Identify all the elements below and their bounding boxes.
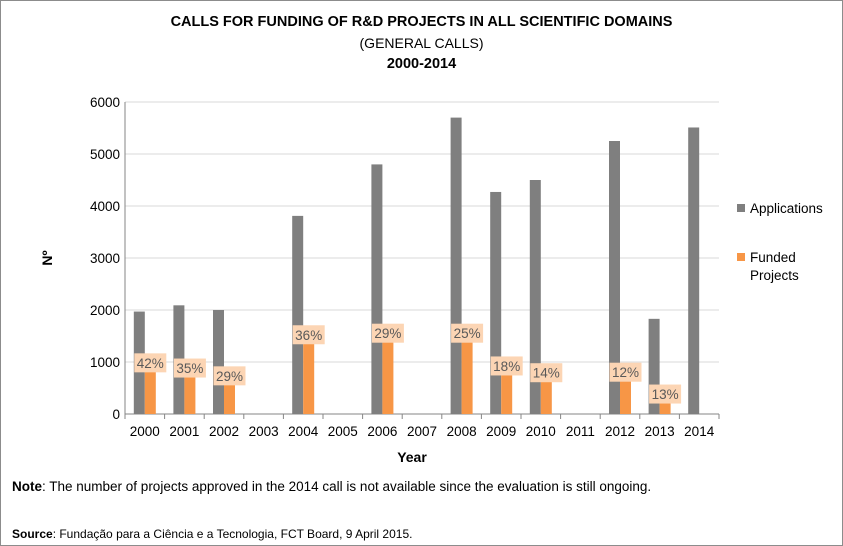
data-label: 35% — [176, 361, 203, 376]
legend-swatch-applications — [737, 204, 745, 212]
bar-applications — [529, 180, 541, 414]
data-label-box — [371, 323, 404, 343]
x-tick-label: 2008 — [447, 424, 477, 439]
data-label-box — [292, 325, 325, 345]
x-tick-label: 2010 — [526, 424, 556, 439]
bar-funded-projects — [303, 342, 315, 414]
bar-funded-projects — [144, 370, 156, 414]
chart-title: CALLS FOR FUNDING OF R&D PROJECTS IN ALL… — [170, 14, 673, 30]
legend-swatch-funded-projects — [737, 253, 745, 261]
note-body: : The number of projects approved in the… — [42, 479, 652, 494]
bar-funded-projects — [184, 376, 196, 414]
bar-applications — [490, 191, 502, 414]
x-tick-label: 2001 — [169, 424, 199, 439]
data-label-box — [134, 353, 167, 373]
x-axis-title: Year — [397, 449, 427, 465]
data-label-box — [490, 356, 523, 376]
bar-funded-projects — [224, 383, 235, 414]
x-tick-label: 2000 — [130, 424, 160, 439]
y-tick-label: 6000 — [90, 95, 120, 110]
data-label-box — [173, 358, 206, 378]
y-tick-label: 2000 — [90, 303, 120, 318]
y-tick-label: 1000 — [90, 355, 120, 370]
source-label: Source — [12, 527, 53, 541]
legend-label-funded-projects-line1: Funded — [750, 250, 796, 265]
legend-label-applications: Applications — [750, 201, 823, 216]
data-label-box — [609, 362, 642, 382]
data-label: 12% — [612, 365, 639, 380]
source-body: : Fundação para a Ciência e a Tecnologia… — [52, 527, 413, 541]
bar-funded-projects — [659, 402, 671, 414]
data-label: 13% — [652, 387, 679, 402]
chart-period: 2000-2014 — [386, 56, 457, 72]
chart-subtitle: (GENERAL CALLS) — [359, 35, 484, 51]
data-label: 29% — [216, 369, 243, 384]
source-text: Source: Fundação para a Ciência e a Tecn… — [12, 527, 412, 541]
data-label-box — [530, 363, 563, 383]
x-tick-label: 2011 — [566, 424, 595, 439]
x-tick-label: 2005 — [328, 424, 358, 439]
x-tick-label: 2013 — [645, 424, 675, 439]
bar-applications — [688, 127, 700, 414]
title-block: CALLS FOR FUNDING OF R&D PROJECTS IN ALL… — [0, 12, 843, 75]
x-tick-label: 2006 — [367, 424, 397, 439]
bar-funded-projects — [461, 341, 473, 414]
x-tick-label: 2003 — [249, 424, 279, 439]
data-label: 18% — [493, 359, 520, 374]
y-tick-label: 3000 — [90, 251, 120, 266]
data-label-box — [451, 323, 484, 343]
x-tick-label: 2002 — [209, 424, 239, 439]
y-tick-label: 4000 — [90, 199, 120, 214]
bar-applications — [292, 215, 304, 414]
bar-applications — [648, 318, 660, 414]
bar-funded-projects — [501, 373, 513, 414]
y-tick-label: 5000 — [90, 147, 120, 162]
data-label-box — [649, 384, 682, 404]
bar-applications — [450, 117, 462, 414]
x-tick-label: 2012 — [605, 424, 635, 439]
x-tick-label: 2014 — [684, 424, 715, 439]
data-label: 42% — [137, 356, 164, 371]
y-axis-title: Nº — [39, 250, 55, 265]
data-label: 36% — [295, 328, 322, 343]
legend-label-funded-projects-line2: Projects — [750, 268, 799, 283]
note-label: Note — [12, 479, 42, 494]
bar-funded-projects — [620, 380, 631, 414]
x-tick-label: 2004 — [288, 424, 319, 439]
bar-applications — [371, 164, 383, 414]
bar-applications — [609, 141, 620, 414]
data-label-box — [213, 366, 246, 386]
data-label: 14% — [533, 366, 560, 381]
bar-funded-projects — [540, 380, 552, 414]
x-tick-label: 2007 — [407, 424, 437, 439]
bar-funded-projects — [382, 341, 394, 414]
bar-applications — [213, 310, 224, 414]
note-text: Note: The number of projects approved in… — [12, 479, 651, 494]
x-tick-label: 2009 — [486, 424, 516, 439]
data-label: 25% — [454, 326, 481, 341]
y-tick-label: 0 — [112, 407, 120, 422]
data-label: 29% — [374, 326, 401, 341]
